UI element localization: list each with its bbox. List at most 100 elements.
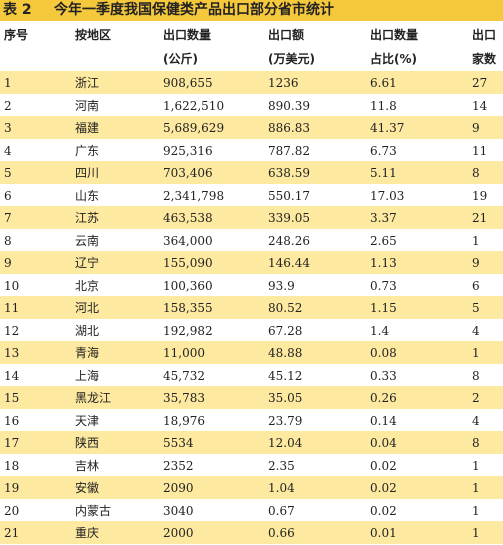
table-cell: 0.33 bbox=[370, 368, 397, 383]
table-cell: 上海 bbox=[75, 368, 100, 383]
table-cell: 1.04 bbox=[268, 481, 295, 495]
table-cell: 黑龙江 bbox=[75, 391, 112, 405]
table-cell: 11.8 bbox=[370, 98, 397, 113]
table-cell: 158,355 bbox=[163, 301, 213, 315]
table-cell: 67.28 bbox=[268, 323, 303, 338]
table-row bbox=[0, 386, 503, 409]
column-header: 序号 bbox=[4, 28, 29, 42]
table-cell: 13 bbox=[4, 346, 20, 360]
table-cell: 787.82 bbox=[268, 143, 310, 158]
table-cell: 1 bbox=[472, 346, 480, 360]
table-cell: 内蒙古 bbox=[75, 503, 112, 518]
table-cell: 云南 bbox=[75, 233, 100, 248]
column-header: 按地区 bbox=[75, 28, 112, 42]
column-header: 出口数量 bbox=[370, 28, 419, 42]
column-header: 出口 bbox=[472, 28, 497, 42]
table-cell: 100,360 bbox=[163, 278, 213, 293]
table-cell: 0.08 bbox=[370, 346, 397, 360]
table-cell: 890.39 bbox=[268, 98, 310, 113]
table-cell: 辽宁 bbox=[75, 256, 100, 270]
table-cell: 14 bbox=[472, 98, 488, 113]
table-cell: 青海 bbox=[75, 346, 100, 360]
table-cell: 2352 bbox=[163, 458, 194, 473]
table-cell: 0.04 bbox=[370, 436, 397, 450]
table-cell: 2 bbox=[472, 391, 480, 405]
table-row bbox=[0, 71, 503, 94]
table-cell: 8 bbox=[472, 368, 480, 383]
table-cell: 四川 bbox=[75, 166, 100, 180]
column-header: (公斤) bbox=[163, 52, 198, 66]
table-cell: 21 bbox=[472, 211, 488, 225]
table-cell: 16 bbox=[4, 413, 20, 428]
table-cell: 2.65 bbox=[370, 233, 397, 248]
table-cell: 江苏 bbox=[75, 211, 100, 225]
table-cell: 安徽 bbox=[75, 481, 100, 495]
table-cell: 886.83 bbox=[268, 121, 310, 135]
column-header: 出口额 bbox=[268, 28, 305, 42]
table-cell: 1 bbox=[472, 503, 480, 518]
column-header: 出口数量 bbox=[163, 28, 212, 42]
table-cell: 2 bbox=[4, 98, 12, 113]
table-cell: 908,655 bbox=[163, 76, 213, 90]
table-cell: 1 bbox=[4, 76, 12, 90]
table-cell: 146.44 bbox=[268, 256, 310, 270]
table-cell: 12.04 bbox=[268, 436, 303, 450]
table-cell: 35,783 bbox=[163, 391, 205, 405]
table-cell: 8 bbox=[472, 436, 480, 450]
table-row bbox=[0, 251, 503, 274]
table-cell: 638.59 bbox=[268, 166, 310, 180]
table-cell: 1 bbox=[472, 458, 480, 473]
table-cell: 550.17 bbox=[268, 188, 310, 203]
table-cell: 18,976 bbox=[163, 413, 205, 428]
table-cell: 广东 bbox=[75, 143, 100, 158]
table-cell: 4 bbox=[4, 143, 12, 158]
table-cell: 1 bbox=[472, 526, 480, 540]
table-cell: 0.73 bbox=[370, 278, 397, 293]
table-cell: 192,982 bbox=[163, 323, 213, 338]
table-cell: 天津 bbox=[75, 413, 100, 428]
table-cell: 0.26 bbox=[370, 391, 397, 405]
table-cell: 11 bbox=[472, 143, 488, 158]
table-cell: 27 bbox=[472, 76, 488, 90]
column-header: 家数 bbox=[472, 52, 497, 66]
table-row bbox=[0, 521, 503, 544]
table-cell: 4 bbox=[472, 323, 480, 338]
table-cell: 浙江 bbox=[75, 76, 100, 90]
table-cell: 41.37 bbox=[370, 121, 405, 135]
table-cell: 福建 bbox=[75, 121, 100, 135]
table-cell: 4 bbox=[472, 413, 480, 428]
table-cell: 925,316 bbox=[163, 143, 213, 158]
table-cell: 9 bbox=[4, 256, 12, 270]
table-cell: 9 bbox=[472, 256, 480, 270]
table-cell: 11 bbox=[4, 301, 20, 315]
table-cell: 0.66 bbox=[268, 526, 295, 540]
table-cell: 0.01 bbox=[370, 526, 397, 540]
table-row bbox=[0, 296, 503, 319]
table-row bbox=[0, 431, 503, 454]
table-row bbox=[0, 206, 503, 229]
table-cell: 3.37 bbox=[370, 211, 397, 225]
table-cell: 35.05 bbox=[268, 391, 303, 405]
table-cell: 155,090 bbox=[163, 256, 213, 270]
table-row bbox=[0, 476, 503, 499]
table-cell: 湖北 bbox=[75, 323, 100, 338]
table-cell: 15 bbox=[4, 391, 20, 405]
table-cell: 河南 bbox=[75, 98, 100, 113]
table-cell: 0.02 bbox=[370, 481, 397, 495]
table-cell: 5534 bbox=[163, 436, 194, 450]
table-cell: 17 bbox=[4, 436, 20, 450]
table-cell: 5.11 bbox=[370, 166, 397, 180]
table-cell: 45,732 bbox=[163, 368, 205, 383]
table-cell: 重庆 bbox=[75, 526, 100, 540]
table-row bbox=[0, 341, 503, 364]
table-cell: 1 bbox=[472, 233, 480, 248]
table-cell: 1 bbox=[472, 481, 480, 495]
table-cell: 11,000 bbox=[163, 346, 205, 360]
table-cell: 1,622,510 bbox=[163, 98, 225, 113]
table-cell: 19 bbox=[4, 481, 20, 495]
table-cell: 364,000 bbox=[163, 233, 213, 248]
table-cell: 河北 bbox=[75, 301, 100, 315]
column-header: 占比(%) bbox=[370, 52, 417, 66]
title-band bbox=[0, 0, 503, 21]
table-cell: 6.73 bbox=[370, 143, 397, 158]
